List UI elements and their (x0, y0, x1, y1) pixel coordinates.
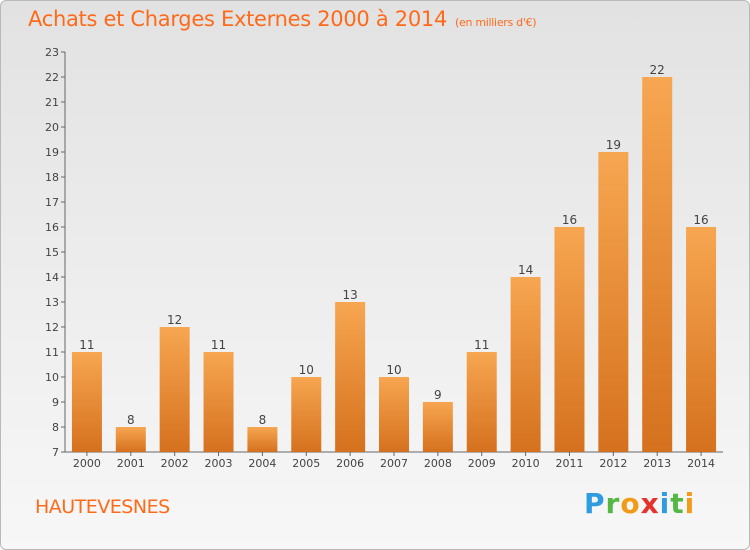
x-tick-label: 2014 (687, 457, 715, 470)
x-tick-label: 2001 (117, 457, 145, 470)
y-axis: 7 8 9 10 11 12 13 14 15 16 17 18 19 20 21 22 23 (45, 46, 66, 459)
y-tick-label: 13 (45, 296, 59, 309)
bar-2014[interactable] (686, 227, 717, 452)
y-tick-label: 11 (45, 346, 59, 359)
x-tick-label: 2013 (643, 457, 671, 470)
bar-2001[interactable] (115, 427, 146, 452)
bar-2002[interactable] (159, 327, 190, 452)
bar-2013[interactable] (642, 77, 673, 452)
data-label-2003: 11 (211, 338, 226, 352)
bar-2011[interactable] (554, 227, 585, 452)
bars (71, 77, 717, 452)
x-tick-label: 2002 (161, 457, 189, 470)
y-tick-label: 14 (45, 271, 59, 284)
commune-name: HAUTEVESNES (35, 496, 170, 518)
x-tick-label: 2005 (292, 457, 320, 470)
bar-2003[interactable] (203, 352, 234, 452)
chart-title: Achats et Charges Externes 2000 à 2014 (e… (28, 7, 537, 31)
data-label-2014: 16 (693, 213, 708, 227)
data-label-2008: 9 (434, 388, 442, 402)
x-tick-label: 2000 (73, 457, 101, 470)
bar-2010[interactable] (510, 277, 541, 452)
y-tick-label: 15 (45, 246, 59, 259)
x-tick-label: 2011 (555, 457, 583, 470)
chart-title-text: Achats et Charges Externes 2000 à 2014 (28, 7, 448, 31)
x-axis: 2000 2001 2002 2003 2004 2005 2006 2007 2008 2009… (65, 451, 723, 470)
bar-2009[interactable] (466, 352, 497, 452)
proxiti-logo[interactable]: Proxiti (584, 487, 696, 520)
x-tick-label: 2008 (424, 457, 452, 470)
x-tick-label: 2009 (468, 457, 496, 470)
y-tick-label: 12 (45, 321, 59, 334)
y-tick-label: 10 (45, 371, 59, 384)
data-label-2009: 11 (474, 338, 489, 352)
bar-2004[interactable] (247, 427, 278, 452)
bar-2006[interactable] (335, 302, 366, 452)
x-tick-label: 2003 (205, 457, 233, 470)
y-tick-label: 23 (45, 46, 59, 59)
y-tick-label: 9 (52, 396, 59, 409)
y-tick-label: 20 (45, 121, 59, 134)
data-label-2004: 8 (259, 413, 267, 427)
y-tick-label: 8 (52, 421, 59, 434)
y-tick-label: 7 (52, 446, 59, 459)
bar-2007[interactable] (379, 377, 409, 452)
data-label-2012: 19 (606, 138, 621, 152)
data-label-2013: 22 (650, 63, 665, 77)
x-tick-label: 2006 (336, 457, 364, 470)
data-label-2002: 12 (167, 313, 182, 327)
data-label-2011: 16 (562, 213, 577, 227)
chart-unit: (en milliers d'€) (455, 16, 537, 29)
bar-2008[interactable] (422, 402, 453, 452)
data-label-2005: 10 (299, 363, 314, 377)
data-label-2001: 8 (127, 413, 135, 427)
x-tick-label: 2010 (512, 457, 540, 470)
bar-2012[interactable] (598, 152, 629, 452)
data-label-2000: 11 (79, 338, 94, 352)
data-label-2010: 14 (518, 263, 533, 277)
bar-2005[interactable] (291, 377, 322, 452)
y-tick-label: 22 (45, 71, 59, 84)
data-label-2006: 13 (342, 288, 357, 302)
y-tick-label: 21 (45, 96, 59, 109)
y-tick-label: 17 (45, 196, 59, 209)
y-tick-label: 16 (45, 221, 59, 234)
x-tick-label: 2007 (380, 457, 408, 470)
x-tick-label: 2004 (248, 457, 276, 470)
y-tick-label: 18 (45, 171, 59, 184)
data-labels: 11 8 12 11 8 10 13 10 9 11 14 16 19 22 16 (79, 63, 708, 427)
x-tick-label: 2012 (599, 457, 627, 470)
bar-2000[interactable] (71, 352, 102, 452)
y-tick-label: 19 (45, 146, 59, 159)
data-label-2007: 10 (386, 363, 401, 377)
